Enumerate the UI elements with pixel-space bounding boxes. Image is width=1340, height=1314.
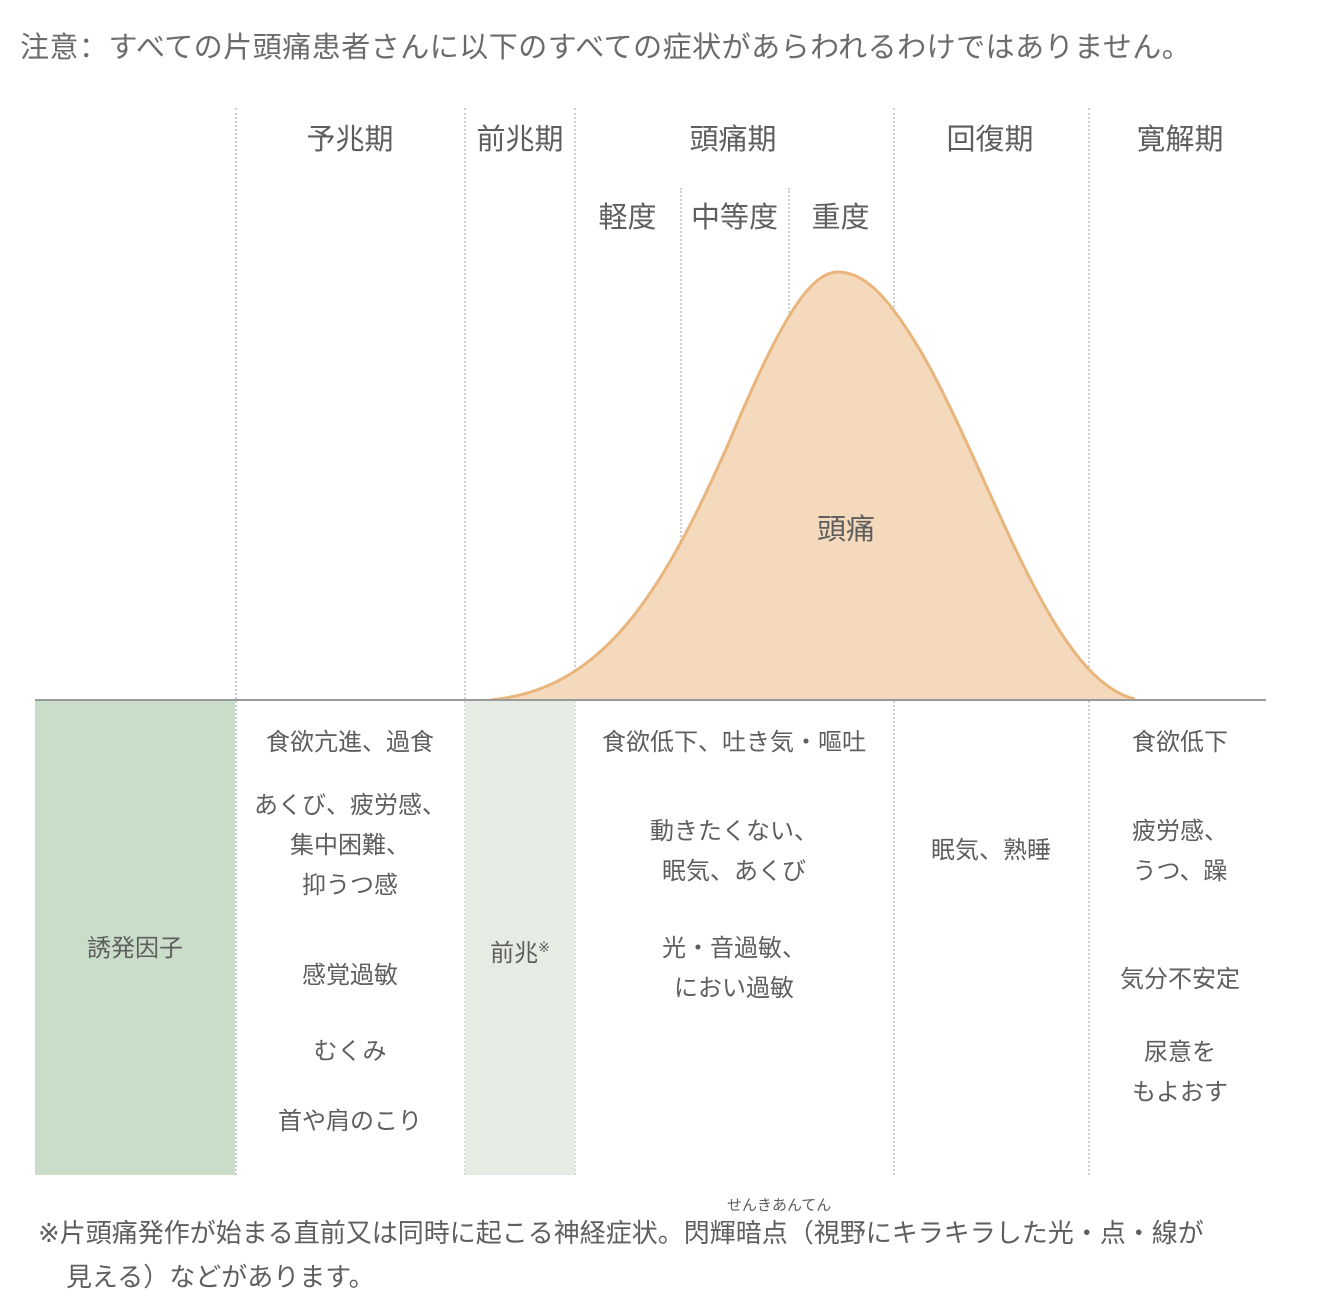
severity-moderate: 中等度: [690, 200, 778, 234]
footnote-ruby: せんきあんてん: [727, 1196, 832, 1214]
divider-mild-moderate: [680, 188, 682, 700]
aura-column: [465, 701, 575, 1175]
divider-aura-headache: [574, 108, 576, 1175]
symptom-remission-3: 気分不安定: [1120, 965, 1240, 993]
notice-text: 注意：すべての片頭痛患者さんに以下のすべての症状があらわれるわけではありません。: [20, 30, 1192, 64]
time-axis: [35, 699, 1266, 701]
phase-headache: 頭痛期: [689, 122, 777, 156]
footnote-line-2: 見える）などがあります。: [66, 1263, 375, 1293]
curve-label: 頭痛: [817, 512, 876, 546]
headache-curve-line: [489, 270, 1136, 702]
severity-mild: 軽度: [598, 200, 657, 234]
symptom-prodrome-4: むくみ: [313, 1037, 387, 1065]
divider-trigger-prodrome: [235, 108, 237, 1175]
symptom-prodrome-3: 感覚過敏: [302, 961, 398, 989]
symptom-prodrome-1: 食欲亢進、過食: [266, 728, 434, 756]
symptom-headache-2: 動きたくない、 眠気、あくび: [650, 817, 818, 885]
divider-recovery-remission: [1088, 108, 1090, 1175]
phase-prodrome: 予兆期: [306, 122, 394, 156]
symptom-recovery-1: 眠気、熟睡: [931, 836, 1051, 864]
severity-severe: 重度: [811, 200, 870, 234]
aura-label: 前兆※: [490, 939, 550, 967]
symptom-headache-1: 食欲低下、吐き気・嘔吐: [602, 728, 866, 756]
phase-aura: 前兆期: [476, 122, 564, 156]
symptom-prodrome-5: 首や肩のこり: [278, 1107, 422, 1135]
symptom-prodrome-2: あくび、疲労感、 集中困難、 抑うつ感: [254, 791, 446, 899]
trigger-column: [35, 701, 235, 1175]
symptom-remission-4: 尿意を もよおす: [1132, 1038, 1228, 1106]
phase-remission: 寛解期: [1136, 122, 1224, 156]
symptom-remission-1: 食欲低下: [1132, 728, 1228, 756]
symptom-remission-2: 疲労感、 うつ、躁: [1132, 817, 1228, 885]
aura-footnote-mark: ※: [538, 940, 550, 956]
headache-curve-area: [490, 272, 1135, 700]
divider-prodrome-aura: [464, 108, 466, 1175]
phase-recovery: 回復期: [946, 122, 1034, 156]
footnote-line-1: ※片頭痛発作が始まる直前又は同時に起こる神経症状。閃輝暗点（視野にキラキラした光…: [38, 1219, 1204, 1249]
trigger-label: 誘発因子: [87, 934, 183, 962]
symptom-headache-3: 光・音過敏、 におい過敏: [662, 934, 806, 1002]
